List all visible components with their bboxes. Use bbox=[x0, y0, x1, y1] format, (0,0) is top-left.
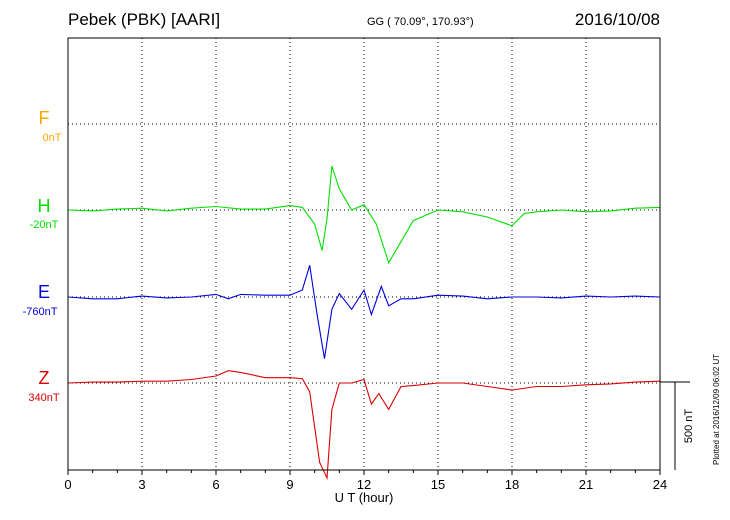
chart-traces bbox=[67, 165, 661, 481]
scale-bar-label: 500 nT bbox=[683, 409, 695, 444]
x-tick-label: 21 bbox=[579, 477, 593, 492]
channel-label-e: E bbox=[37, 282, 50, 302]
geographic-coordinates: GG ( 70.09°, 170.93°) bbox=[367, 16, 474, 28]
channel-offset-z: 340nT bbox=[28, 392, 60, 404]
x-tick-label: 24 bbox=[653, 477, 667, 492]
station-title: Pebek (PBK) [AARI] bbox=[68, 10, 221, 29]
channel-offset-h: -20nT bbox=[29, 219, 59, 231]
scale-bar: 500 nT bbox=[660, 381, 695, 470]
chart-date: 2016/10/08 bbox=[574, 10, 660, 29]
x-tick-label: 12 bbox=[357, 477, 371, 492]
channel-offset-f: 0nT bbox=[42, 132, 62, 144]
x-tick-label: 3 bbox=[138, 477, 145, 492]
channel-label-z: Z bbox=[38, 368, 50, 388]
x-tick-label: 15 bbox=[431, 477, 445, 492]
x-tick-label: 9 bbox=[286, 477, 293, 492]
channel-offset-e: -760nT bbox=[22, 306, 58, 318]
trace-z bbox=[67, 370, 661, 481]
trace-e bbox=[67, 265, 661, 359]
x-tick-label: 6 bbox=[212, 477, 219, 492]
channel-label-h: H bbox=[37, 196, 51, 216]
channel-label-f: F bbox=[38, 108, 50, 128]
x-axis-title: U T (hour) bbox=[335, 490, 394, 505]
x-axis-ticks: 0 3 6 9 12 15 18 21 24 bbox=[64, 470, 667, 492]
x-tick-label: 18 bbox=[505, 477, 519, 492]
chart-grid bbox=[68, 38, 660, 470]
x-tick-label: 0 bbox=[64, 477, 71, 492]
trace-h bbox=[67, 165, 661, 265]
